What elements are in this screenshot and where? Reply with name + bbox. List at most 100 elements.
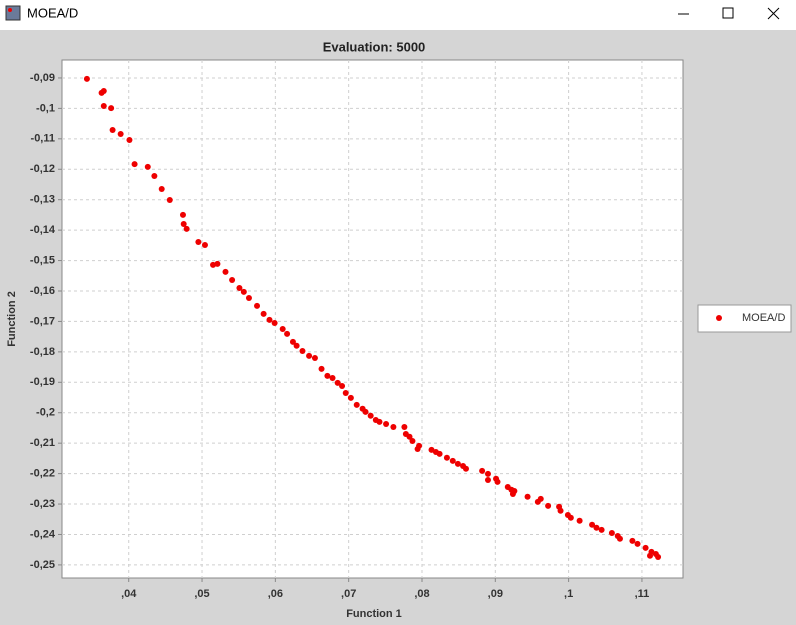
data-point bbox=[284, 330, 291, 337]
y-tick-label: -0,19 bbox=[30, 376, 55, 388]
data-point bbox=[353, 401, 360, 408]
y-tick-label: -0,15 bbox=[30, 254, 55, 266]
data-point bbox=[144, 163, 151, 170]
y-tick-label: -0,25 bbox=[30, 559, 55, 571]
y-tick-label: -0,1 bbox=[36, 102, 55, 114]
data-point bbox=[195, 239, 202, 245]
data-point bbox=[334, 379, 341, 386]
data-point bbox=[214, 260, 221, 267]
window-title: MOEA/D bbox=[27, 5, 78, 20]
data-point bbox=[347, 394, 354, 401]
data-point bbox=[109, 127, 116, 133]
plot-area bbox=[61, 59, 684, 579]
y-tick-label: -0,14 bbox=[30, 224, 56, 236]
chart-title: Evaluation: 5000 bbox=[323, 39, 426, 54]
y-tick-label: -0,22 bbox=[30, 468, 55, 480]
data-point bbox=[245, 295, 252, 301]
data-point bbox=[634, 540, 641, 547]
data-point bbox=[342, 389, 349, 396]
data-point bbox=[484, 470, 491, 477]
data-point bbox=[324, 372, 331, 379]
x-tick-label: ,1 bbox=[564, 588, 573, 600]
data-point bbox=[306, 352, 313, 359]
y-tick-label: -0,11 bbox=[31, 133, 55, 145]
x-tick-label: ,07 bbox=[341, 588, 356, 600]
data-point bbox=[557, 507, 564, 514]
data-point bbox=[616, 535, 623, 542]
data-point bbox=[390, 424, 397, 431]
y-tick-label: -0,21 bbox=[30, 437, 55, 449]
data-point bbox=[311, 354, 318, 361]
data-point bbox=[629, 537, 636, 544]
data-point bbox=[598, 526, 605, 533]
data-point bbox=[537, 495, 544, 502]
y-tick-label: -0,12 bbox=[30, 163, 55, 175]
data-point bbox=[279, 326, 286, 333]
data-point bbox=[108, 105, 115, 112]
y-axis-label: Function 2 bbox=[6, 291, 18, 347]
y-tick-label: -0,16 bbox=[30, 285, 55, 297]
data-point bbox=[318, 365, 325, 372]
data-point bbox=[260, 310, 267, 317]
data-point bbox=[409, 438, 416, 445]
data-point bbox=[254, 302, 261, 309]
data-point bbox=[462, 465, 469, 472]
data-point bbox=[443, 454, 450, 461]
y-tick-label: -0,17 bbox=[30, 315, 55, 327]
legend bbox=[697, 304, 792, 333]
data-point bbox=[383, 421, 390, 427]
data-point bbox=[236, 284, 243, 291]
data-point bbox=[166, 197, 173, 203]
data-point bbox=[608, 529, 615, 536]
data-point bbox=[293, 342, 300, 349]
data-point bbox=[229, 277, 236, 284]
title-bar bbox=[0, 0, 796, 30]
app-icon bbox=[5, 5, 21, 21]
data-point bbox=[589, 521, 596, 528]
data-point bbox=[655, 554, 662, 560]
data-point bbox=[117, 130, 124, 137]
data-point bbox=[126, 137, 133, 144]
data-point bbox=[436, 450, 443, 457]
data-point bbox=[240, 288, 247, 295]
y-tick-label: -0,09 bbox=[30, 72, 55, 84]
data-point bbox=[83, 75, 90, 82]
data-point bbox=[401, 424, 408, 431]
data-point bbox=[339, 382, 346, 389]
data-point bbox=[131, 161, 138, 168]
data-point bbox=[449, 457, 456, 464]
data-point bbox=[367, 412, 374, 419]
data-point bbox=[406, 433, 413, 440]
data-point bbox=[222, 268, 229, 275]
data-point bbox=[567, 514, 574, 521]
close-button[interactable] bbox=[767, 7, 780, 20]
data-point bbox=[416, 442, 423, 449]
data-point bbox=[494, 478, 501, 485]
data-point bbox=[299, 347, 306, 354]
x-tick-label: ,11 bbox=[635, 588, 650, 600]
data-point bbox=[271, 319, 278, 326]
data-point bbox=[479, 467, 486, 474]
data-point bbox=[484, 477, 491, 483]
data-point bbox=[524, 493, 531, 500]
data-point bbox=[151, 172, 158, 179]
data-point bbox=[576, 517, 583, 524]
data-point bbox=[179, 211, 186, 218]
data-point bbox=[266, 316, 273, 323]
data-point bbox=[183, 225, 190, 232]
data-point bbox=[545, 502, 552, 509]
legend-marker bbox=[716, 315, 722, 321]
x-tick-label: ,09 bbox=[488, 588, 503, 600]
maximize-button[interactable] bbox=[722, 7, 734, 19]
data-point bbox=[454, 460, 461, 467]
x-axis-label: Function 1 bbox=[346, 608, 402, 620]
y-tick-label: -0,2 bbox=[36, 407, 55, 419]
data-point bbox=[362, 408, 369, 415]
data-point bbox=[201, 242, 208, 249]
x-tick-label: ,08 bbox=[414, 588, 429, 600]
data-point bbox=[329, 375, 336, 382]
data-point bbox=[511, 487, 518, 494]
data-point bbox=[180, 221, 187, 228]
y-tick-label: -0,18 bbox=[30, 346, 55, 358]
